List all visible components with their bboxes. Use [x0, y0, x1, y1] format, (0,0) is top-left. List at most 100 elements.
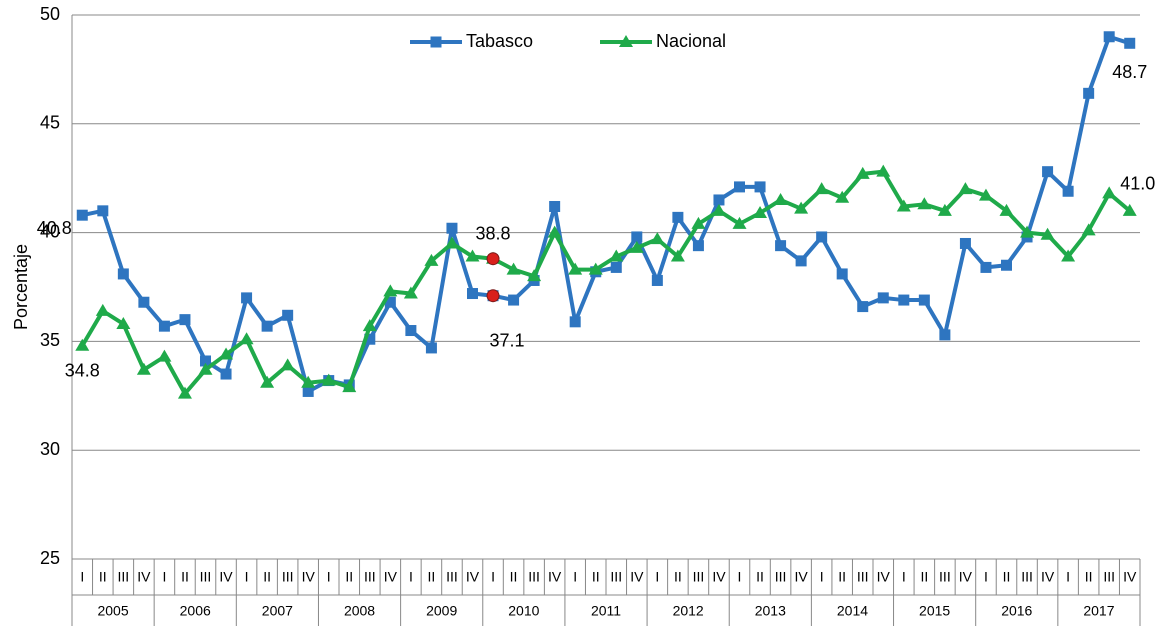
data-point	[814, 182, 829, 195]
data-point	[200, 355, 211, 367]
data-point	[629, 240, 644, 253]
x-tick-label: II	[592, 569, 600, 585]
x-group-label: 2010	[508, 603, 539, 619]
data-point	[179, 314, 191, 326]
data-point	[836, 268, 848, 280]
x-tick-label: I	[738, 569, 742, 585]
legend-label: Nacional	[656, 31, 726, 51]
y-tick-label: 35	[40, 330, 60, 350]
data-point	[239, 332, 254, 345]
x-tick-label: I	[573, 569, 577, 585]
data-point	[116, 316, 131, 329]
data-point	[713, 194, 725, 206]
x-tick-label: I	[984, 569, 988, 585]
data-point	[383, 284, 398, 297]
data-point	[1020, 225, 1035, 238]
x-tick-label: I	[820, 569, 824, 585]
x-tick-label: II	[920, 569, 928, 585]
data-point	[877, 292, 889, 304]
data-point	[958, 182, 973, 195]
data-point	[734, 181, 745, 193]
x-tick-label: III	[610, 569, 622, 585]
data-point	[692, 240, 704, 252]
data-point	[569, 316, 581, 328]
x-tick-label: II	[263, 569, 271, 585]
data-point	[898, 294, 910, 306]
x-tick-label: IV	[1041, 569, 1055, 585]
data-point	[1042, 166, 1054, 178]
data-label: 48.7	[1112, 62, 1147, 82]
data-point	[157, 349, 172, 362]
x-group-label: 2014	[837, 603, 868, 619]
x-tick-label: II	[1003, 569, 1011, 585]
data-point	[753, 206, 768, 219]
data-point	[117, 268, 129, 280]
data-point	[446, 222, 458, 234]
data-point	[939, 329, 951, 341]
x-tick-label: III	[1103, 569, 1115, 585]
x-tick-label: IV	[548, 569, 562, 585]
data-point	[405, 325, 417, 337]
data-point	[835, 190, 850, 203]
x-tick-label: I	[902, 569, 906, 585]
data-point	[177, 386, 192, 399]
data-point	[672, 211, 684, 223]
data-point	[1122, 203, 1137, 216]
x-group-label: 2008	[344, 603, 375, 619]
legend-marker	[619, 35, 633, 47]
data-point	[241, 292, 253, 304]
x-tick-label: IV	[712, 569, 726, 585]
data-point	[775, 240, 787, 252]
data-point	[76, 209, 88, 221]
x-tick-label: III	[282, 569, 294, 585]
data-point	[732, 216, 747, 229]
data-point	[260, 375, 275, 388]
data-label: 40.8	[37, 218, 72, 238]
data-point	[670, 249, 685, 262]
x-tick-label: I	[80, 569, 84, 585]
x-tick-label: IV	[302, 569, 316, 585]
data-point	[261, 320, 273, 332]
data-point	[1081, 223, 1096, 236]
x-tick-label: IV	[137, 569, 151, 585]
x-tick-label: I	[491, 569, 495, 585]
highlight-dot	[486, 289, 500, 303]
x-tick-label: III	[446, 569, 458, 585]
data-point	[1001, 259, 1012, 271]
data-point	[97, 205, 109, 217]
x-tick-label: I	[245, 569, 249, 585]
data-point	[650, 232, 665, 245]
data-point	[816, 231, 828, 243]
data-point	[424, 253, 439, 266]
data-point	[691, 216, 706, 229]
y-tick-label: 45	[40, 113, 60, 133]
x-group-label: 2007	[262, 603, 293, 619]
legend-marker	[430, 36, 442, 48]
x-tick-label: II	[428, 569, 436, 585]
data-point	[138, 296, 150, 308]
x-group-label: 2016	[1001, 603, 1032, 619]
x-tick-label: II	[181, 569, 189, 585]
x-tick-label: I	[162, 569, 166, 585]
data-point	[280, 358, 295, 371]
data-point	[1103, 31, 1115, 43]
data-point	[301, 375, 316, 388]
highlight-dot	[486, 252, 500, 266]
series-line	[81, 34, 1131, 394]
x-tick-label: I	[327, 569, 331, 585]
data-point	[754, 181, 766, 193]
x-tick-label: IV	[466, 569, 480, 585]
data-point	[855, 166, 870, 179]
data-point	[527, 269, 542, 282]
data-point	[918, 294, 930, 306]
data-point	[75, 338, 90, 351]
x-tick-label: III	[200, 569, 212, 585]
x-tick-label: IV	[877, 569, 891, 585]
x-tick-label: II	[756, 569, 764, 585]
data-point	[917, 197, 932, 210]
data-label: 41.0	[1120, 174, 1155, 194]
data-point	[282, 309, 294, 321]
data-point	[342, 380, 357, 393]
x-group-label: 2017	[1083, 603, 1114, 619]
